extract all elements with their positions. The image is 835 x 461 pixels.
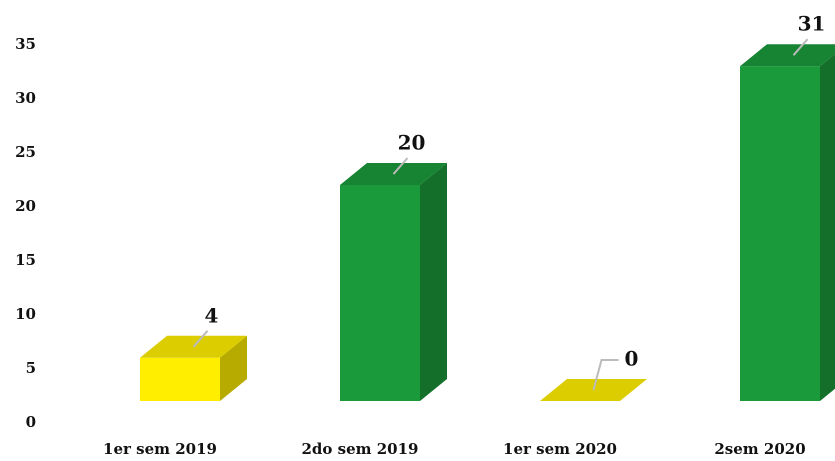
value-label: 31 [798, 12, 826, 36]
bar [340, 185, 420, 401]
x-tick-label: 2do sem 2019 [302, 440, 419, 458]
y-tick-label: 35 [15, 35, 36, 53]
y-tick-label: 5 [26, 359, 36, 377]
bar-side [220, 335, 247, 401]
y-tick-label: 10 [15, 305, 36, 323]
y-tick-label: 15 [15, 251, 36, 269]
bar [140, 357, 220, 401]
y-tick-label: 20 [15, 197, 36, 215]
value-label: 20 [398, 131, 426, 155]
value-label: 0 [625, 347, 639, 371]
leader-line [192, 330, 209, 348]
leader-line [592, 359, 619, 391]
x-tick-label: 1er sem 2019 [103, 440, 217, 458]
y-tick-label: 0 [26, 413, 36, 431]
x-tick-label: 2sem 2020 [714, 440, 805, 458]
bar-side [820, 53, 835, 401]
y-tick-label: 25 [15, 143, 36, 161]
bar-side [420, 163, 447, 401]
x-tick-label: 1er sem 2020 [503, 440, 617, 458]
leader-line [392, 157, 409, 175]
leader-line [792, 38, 809, 56]
bar-top [740, 44, 835, 67]
value-label: 4 [205, 303, 219, 327]
y-tick-label: 30 [15, 89, 36, 107]
bar [740, 66, 820, 401]
